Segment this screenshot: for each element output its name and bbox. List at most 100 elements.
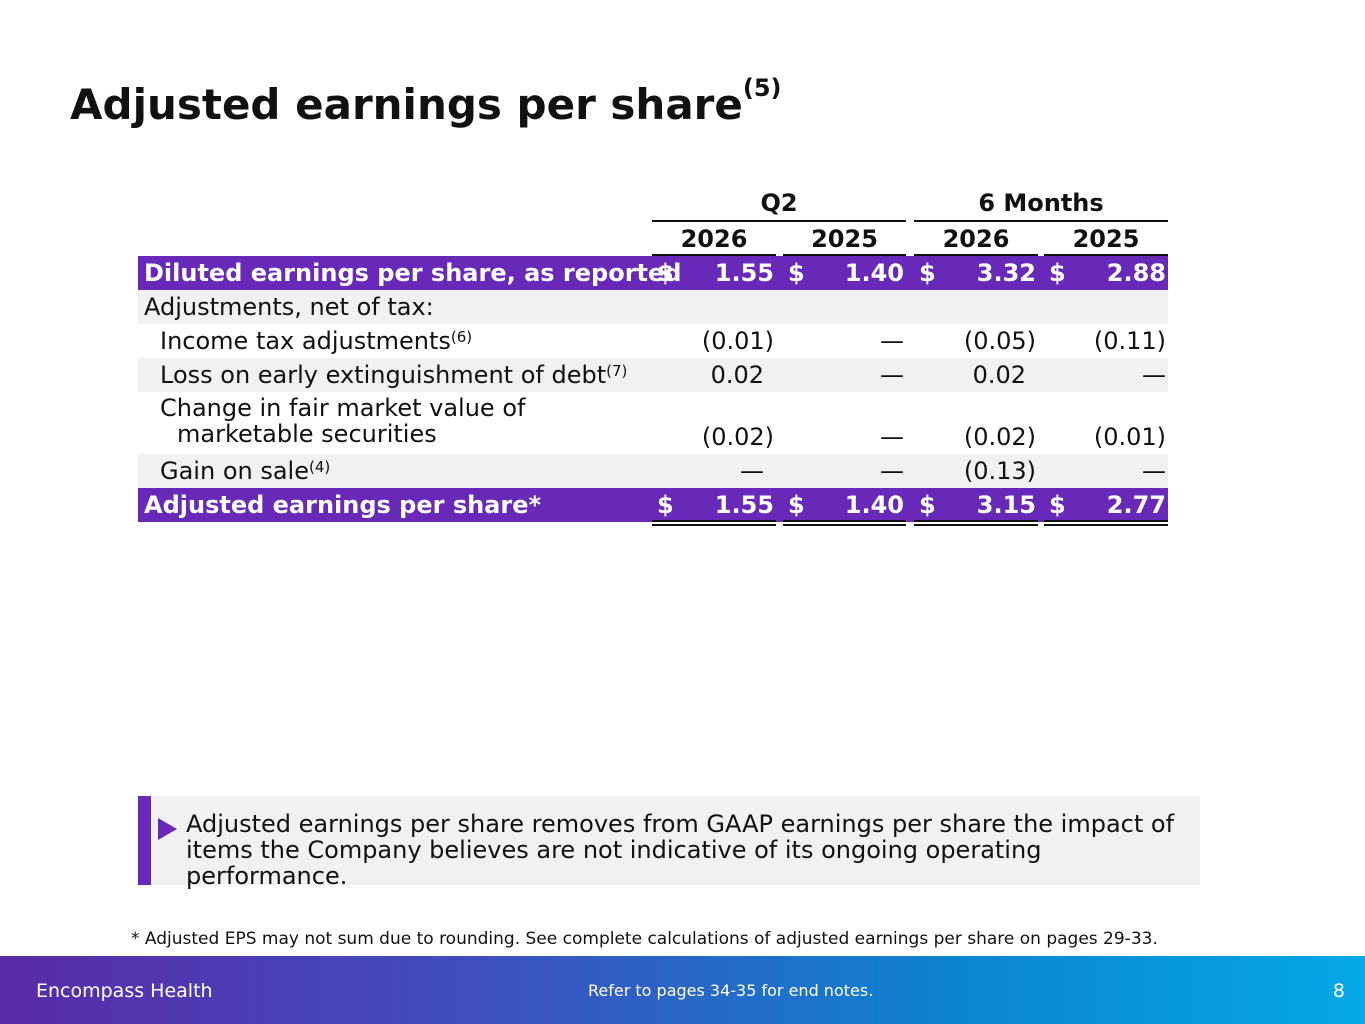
cell-value: — <box>880 361 904 389</box>
cell-q2-2026: — <box>652 454 776 488</box>
cell-6m-2026: (0.13) <box>914 454 1038 488</box>
cell-value: (0.05) <box>963 327 1036 355</box>
header-year-underline <box>914 254 1038 256</box>
currency-symbol: $ <box>919 259 936 287</box>
cell-6m-2026: $ 3.15 <box>914 488 1038 522</box>
cell-value: — <box>880 327 904 355</box>
cell-value: 2.88 <box>1106 259 1166 287</box>
cell-value: 2.77 <box>1106 491 1166 519</box>
cell-value: — <box>1142 361 1166 389</box>
cell-q2-2025: $ 1.40 <box>783 256 906 290</box>
cell-value: — <box>740 457 764 485</box>
cell-value: 1.55 <box>714 259 774 287</box>
header-year-underline <box>652 254 776 256</box>
cell-q2-2026: (0.01) <box>652 324 776 358</box>
cell-value: (0.11) <box>1093 327 1166 355</box>
cell-q2-2026: 0.02 <box>652 358 776 392</box>
cell-6m-2025: — <box>1044 358 1168 392</box>
header-6-months-underline <box>914 220 1168 222</box>
row-label: Adjusted earnings per share* <box>144 491 542 519</box>
cell-q2-2025: — <box>783 420 906 454</box>
footnote-ref: (7) <box>606 362 628 380</box>
footnote-ref: (6) <box>450 328 473 346</box>
footnote: * Adjusted EPS may not sum due to roundi… <box>131 929 1158 949</box>
row-label: Gain on sale(4) <box>160 454 330 488</box>
footer-bar: Encompass Health Refer to pages 34-35 fo… <box>0 956 1365 1024</box>
callout-accent-bar <box>138 796 151 885</box>
currency-symbol: $ <box>919 491 936 519</box>
cell-value: 3.15 <box>976 491 1036 519</box>
row-label: Loss on early extinguishment of debt(7) <box>160 358 627 392</box>
cell-value: 1.40 <box>844 491 904 519</box>
callout-text: Adjusted earnings per share removes from… <box>186 810 1175 890</box>
cell-value: (0.13) <box>963 457 1036 485</box>
currency-symbol: $ <box>657 259 674 287</box>
header-year-6m-2026: 2026 <box>942 225 1010 253</box>
currency-symbol: $ <box>788 259 805 287</box>
currency-symbol: $ <box>1049 259 1066 287</box>
footer-brand: Encompass Health <box>36 980 213 1002</box>
cell-value: (0.02) <box>963 423 1036 451</box>
cell-value: 1.55 <box>714 491 774 519</box>
cell-6m-2026: (0.05) <box>914 324 1038 358</box>
header-year-q2-2026: 2026 <box>680 225 748 253</box>
cell-value: 0.02 <box>710 361 764 389</box>
cell-q2-2025: $ 1.40 <box>783 488 906 522</box>
row-label-line1: Change in fair market value of <box>160 394 526 422</box>
footnote-ref: (4) <box>308 458 331 476</box>
table-row-fair-market-value: Change in fair market value of marketabl… <box>138 392 1168 454</box>
total-double-underline <box>783 520 906 526</box>
row-label: Income tax adjustments(6) <box>160 324 472 358</box>
cell-6m-2026: $ 3.32 <box>914 256 1038 290</box>
table-row-adjusted-eps: Adjusted earnings per share* $ 1.55 $ 1.… <box>138 488 1168 522</box>
header-year-q2-2025: 2025 <box>811 225 878 253</box>
page-title-text: Adjusted earnings per share <box>70 80 743 129</box>
header-q2-underline <box>652 220 906 222</box>
cell-value: 0.02 <box>972 361 1026 389</box>
cell-value: 3.32 <box>976 259 1036 287</box>
callout-box: Adjusted earnings per share removes from… <box>138 796 1200 889</box>
cell-value: — <box>1142 457 1166 485</box>
cell-value: (0.01) <box>1093 423 1166 451</box>
page-title: Adjusted earnings per share(5) <box>70 74 782 129</box>
cell-q2-2026: $ 1.55 <box>652 488 776 522</box>
cell-6m-2026: (0.02) <box>914 420 1038 454</box>
cell-q2-2025: — <box>783 358 906 392</box>
currency-symbol: $ <box>657 491 674 519</box>
currency-symbol: $ <box>1049 491 1066 519</box>
cell-value: — <box>880 423 904 451</box>
cell-value: (0.02) <box>701 423 774 451</box>
total-double-underline <box>652 520 776 526</box>
row-label: Diluted earnings per share, as reported <box>144 259 682 287</box>
table-row-loss-on-debt: Loss on early extinguishment of debt(7) … <box>138 358 1168 392</box>
row-label: Adjustments, net of tax: <box>144 293 434 321</box>
cell-q2-2025: — <box>783 324 906 358</box>
cell-6m-2025: (0.01) <box>1044 420 1168 454</box>
header-year-underline <box>1044 254 1168 256</box>
row-label-text: Income tax adjustments <box>160 327 451 355</box>
currency-symbol: $ <box>788 491 805 519</box>
header-year-6m-2025: 2025 <box>1072 225 1140 253</box>
table-row-adjustments-header: Adjustments, net of tax: <box>138 290 1168 324</box>
table-row-income-tax-adjustments: Income tax adjustments(6) (0.01) — (0.05… <box>138 324 1168 358</box>
cell-6m-2025: (0.11) <box>1044 324 1168 358</box>
cell-6m-2025: $ 2.77 <box>1044 488 1168 522</box>
cell-q2-2026: (0.02) <box>652 420 776 454</box>
triangle-bullet-icon <box>158 818 177 840</box>
row-label-text: Loss on early extinguishment of debt <box>160 361 607 389</box>
cell-6m-2025: — <box>1044 454 1168 488</box>
cell-q2-2026: $ 1.55 <box>652 256 776 290</box>
footer-end-notes-reference: Refer to pages 34-35 for end notes. <box>588 981 874 1000</box>
total-double-underline <box>1044 520 1168 526</box>
cell-value: 1.40 <box>844 259 904 287</box>
table-row-diluted-eps: Diluted earnings per share, as reported … <box>138 256 1168 290</box>
table-row-gain-on-sale: Gain on sale(4) — — (0.13) — <box>138 454 1168 488</box>
cell-value: — <box>880 457 904 485</box>
total-double-underline <box>914 520 1038 526</box>
cell-6m-2026: 0.02 <box>914 358 1038 392</box>
page-title-footnote-ref: (5) <box>742 74 782 102</box>
cell-6m-2025: $ 2.88 <box>1044 256 1168 290</box>
cell-value: (0.01) <box>701 327 774 355</box>
header-year-underline <box>783 254 906 256</box>
page-number: 8 <box>1332 980 1345 1002</box>
